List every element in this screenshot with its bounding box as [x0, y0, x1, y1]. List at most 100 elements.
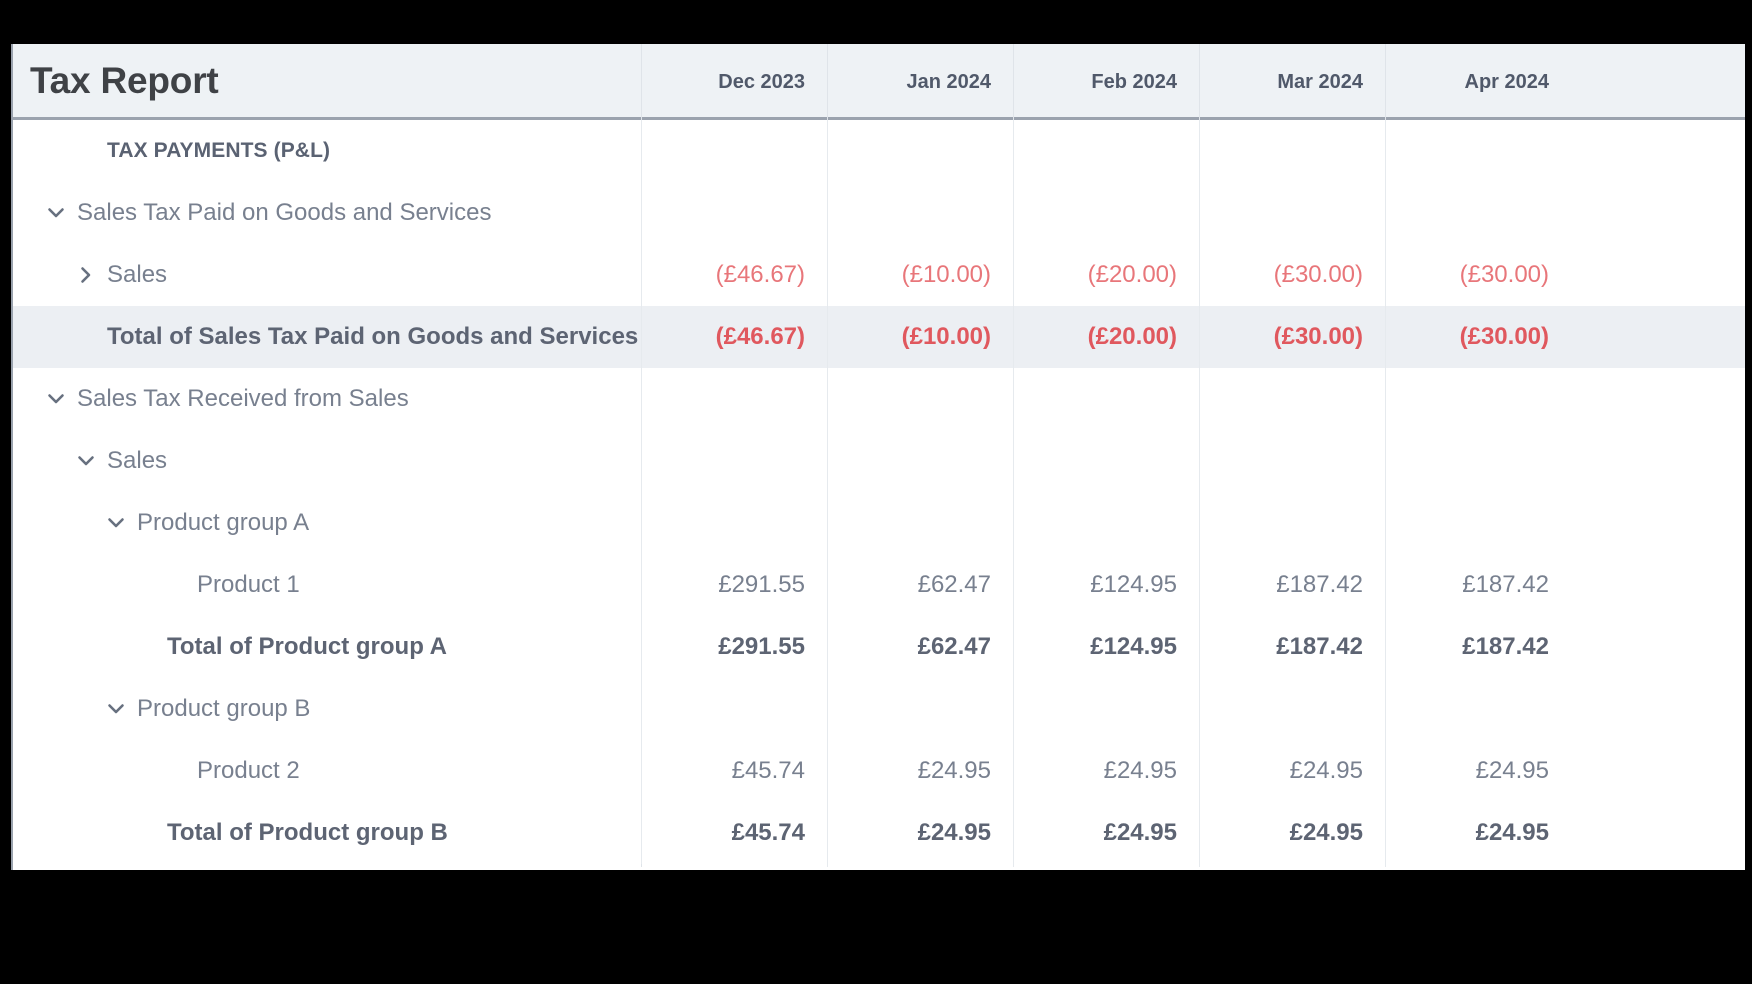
- table-row[interactable]: Sales Tax Received from Sales: [13, 368, 1745, 430]
- table-cell: £291.55: [641, 554, 827, 616]
- table-cell: £187.42: [1385, 616, 1571, 678]
- table-cell: £62.47: [827, 554, 1013, 616]
- row-label-text: Total of Sales Tax Paid on Goods and Ser…: [107, 323, 639, 350]
- table-cell: [1013, 492, 1199, 554]
- table-cell: [827, 120, 1013, 182]
- table-cell: £124.95: [1013, 616, 1199, 678]
- table-cell: [641, 182, 827, 244]
- row-label: Product group B: [103, 678, 641, 740]
- table-cell: £187.42: [1199, 616, 1385, 678]
- row-label: TAX PAYMENTS (P&L): [73, 120, 641, 182]
- table-cell: £62.47: [827, 616, 1013, 678]
- table-cell: [1013, 120, 1199, 182]
- table-cell: [827, 182, 1013, 244]
- table-row[interactable]: Product 1 £291.55 £62.47 £124.95 £187.42 £187…: [13, 554, 1745, 616]
- row-label: Sales: [73, 244, 641, 306]
- table-cell: (£20.00): [1013, 306, 1199, 368]
- row-label-text: Sales Tax Paid on Goods and Services: [77, 199, 492, 226]
- table-cell: [1385, 492, 1571, 554]
- table-cell: [827, 678, 1013, 740]
- row-label: Sales Tax Received from Sales: [43, 368, 641, 430]
- table-cell: [1199, 368, 1385, 430]
- table-cell: (£30.00): [1385, 306, 1571, 368]
- table-cell: [1199, 120, 1385, 182]
- row-label-text: Sales Tax Received from Sales: [77, 385, 409, 412]
- table-cell: £291.55: [641, 616, 827, 678]
- table-cell: [1013, 182, 1199, 244]
- table-cell: (£30.00): [1199, 306, 1385, 368]
- table-cell: [1199, 182, 1385, 244]
- table-row[interactable]: Sales: [13, 430, 1745, 492]
- table-cell: (£20.00): [1013, 244, 1199, 306]
- table-cell: [641, 492, 827, 554]
- table-cell: (£10.00): [827, 244, 1013, 306]
- table-cell: £45.74: [641, 802, 827, 864]
- table-cell: [641, 678, 827, 740]
- table-row[interactable]: TAX PAYMENTS (P&L): [13, 120, 1745, 182]
- table-cell: £24.95: [1199, 740, 1385, 802]
- column-header-feb-2024[interactable]: Feb 2024: [1013, 44, 1199, 120]
- spacer-icon: [133, 616, 159, 678]
- table-cell: £187.42: [1199, 554, 1385, 616]
- column-header-mar-2024[interactable]: Mar 2024: [1199, 44, 1385, 120]
- table-cell: [1385, 182, 1571, 244]
- table-row[interactable]: Product 2 £45.74 £24.95 £24.95 £24.95 £24.95: [13, 740, 1745, 802]
- table-cell: [1013, 368, 1199, 430]
- row-label-text: Sales: [107, 447, 168, 474]
- row-label: Sales Tax Paid on Goods and Services: [43, 182, 641, 244]
- row-label-text: Product group A: [137, 509, 310, 536]
- table-cell: [1013, 678, 1199, 740]
- chevron-down-icon[interactable]: [73, 430, 99, 492]
- table-cell: [1385, 430, 1571, 492]
- table-cell: (£10.00): [827, 306, 1013, 368]
- page-title: Tax Report: [30, 60, 219, 101]
- table-cell: [641, 368, 827, 430]
- table-cell: [641, 120, 827, 182]
- chevron-down-icon[interactable]: [103, 678, 129, 740]
- table-cell: £24.95: [1385, 740, 1571, 802]
- row-label-text: Product 1: [197, 571, 300, 598]
- table-cell: [827, 492, 1013, 554]
- table-row[interactable]: Product group A: [13, 492, 1745, 554]
- spacer-icon: [133, 802, 159, 864]
- column-header-jan-2024[interactable]: Jan 2024: [827, 44, 1013, 120]
- row-label-text: Product group B: [137, 695, 311, 722]
- table-row[interactable]: Total of Product group A £291.55 £62.47 £12…: [13, 616, 1745, 678]
- table-cell: £24.95: [1199, 802, 1385, 864]
- table-row[interactable]: Sales Tax Paid on Goods and Services: [13, 182, 1745, 244]
- row-label: Total of Product group B: [133, 802, 641, 864]
- table-row[interactable]: Total of Product group B £45.74 £24.95 £24.…: [13, 802, 1745, 864]
- table-cell: [1013, 430, 1199, 492]
- table-row[interactable]: Sales (£46.67) (£10.00) (£20.00) (£30.00) (£3…: [13, 244, 1745, 306]
- chevron-right-icon[interactable]: [73, 244, 99, 306]
- table-cell: £45.74: [641, 740, 827, 802]
- table-cell: £24.95: [1013, 740, 1199, 802]
- table-cell: (£30.00): [1199, 244, 1385, 306]
- chevron-down-icon[interactable]: [43, 182, 69, 244]
- table-cell: £24.95: [1385, 802, 1571, 864]
- table-cell: £24.95: [827, 802, 1013, 864]
- table-cell: [1385, 120, 1571, 182]
- report-header: Tax Report Dec 2023 Jan 2024 Feb 2024 Mar 2…: [13, 44, 1745, 120]
- table-cell: £24.95: [827, 740, 1013, 802]
- row-label-text: Total of Product group B: [167, 819, 448, 846]
- table-cell: [1199, 430, 1385, 492]
- table-cell: [641, 430, 827, 492]
- column-header-dec-2023[interactable]: Dec 2023: [641, 44, 827, 120]
- table-row[interactable]: Total of Sales Tax Paid on Goods and Ser…: [13, 306, 1745, 368]
- row-label-text: TAX PAYMENTS (P&L): [107, 139, 331, 162]
- table-cell: [1199, 678, 1385, 740]
- row-label: Product 2: [163, 740, 641, 802]
- table-cell: [827, 368, 1013, 430]
- spacer-icon: [163, 554, 189, 616]
- column-header-apr-2024[interactable]: Apr 2024: [1385, 44, 1571, 120]
- table-cell: [1385, 368, 1571, 430]
- report-body[interactable]: TAX PAYMENTS (P&L) Sales Tax Paid on Good…: [13, 120, 1745, 867]
- chevron-down-icon[interactable]: [103, 492, 129, 554]
- row-label: Total of Product group A: [133, 616, 641, 678]
- table-cell: £187.42: [1385, 554, 1571, 616]
- chevron-down-icon[interactable]: [43, 368, 69, 430]
- spacer-icon: [73, 120, 99, 182]
- table-cell: [1385, 678, 1571, 740]
- table-row[interactable]: Product group B: [13, 678, 1745, 740]
